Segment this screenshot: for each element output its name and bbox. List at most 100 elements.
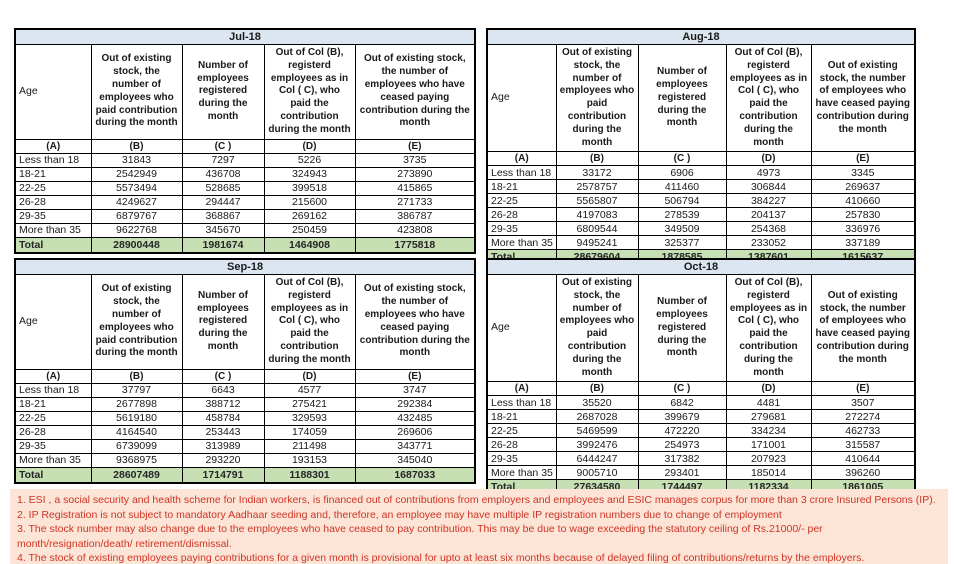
value-cell: 313989	[181, 438, 265, 454]
footnotes-block: 1. ESI , a social security and health sc…	[10, 489, 948, 564]
col-letter-b: (B)	[555, 151, 639, 167]
col-header-d: Out of Col (B), registerd employees as i…	[725, 273, 812, 383]
age-cell: Less than 18	[486, 165, 557, 181]
value-cell: 233052	[725, 235, 812, 251]
month-table-jul: Jul-18 Age Out of existing stock, the nu…	[14, 28, 477, 254]
col-letter-c: (C )	[637, 381, 727, 397]
col-letter-b: (B)	[555, 381, 639, 397]
value-cell: 458784	[181, 410, 265, 426]
total-value-e: 1775818	[354, 236, 476, 254]
total-label: Total	[14, 466, 92, 484]
value-cell: 317382	[637, 451, 727, 467]
value-cell: 324943	[263, 166, 356, 182]
value-cell: 185014	[725, 465, 812, 481]
value-cell: 6643	[181, 382, 265, 398]
col-letter-d: (D)	[263, 368, 356, 384]
value-cell: 462733	[810, 423, 916, 439]
total-value-d: 1464908	[263, 236, 356, 254]
value-cell: 293401	[637, 465, 727, 481]
col-header-d: Out of Col (B), registerd employees as i…	[263, 274, 356, 370]
col-header-e: Out of existing stock, the number of emp…	[354, 274, 476, 370]
value-cell: 31843	[90, 152, 183, 168]
table-row: More than 35 9622768 345670 250459 423808	[14, 222, 476, 238]
value-cell: 207923	[725, 451, 812, 467]
value-cell: 368867	[181, 208, 265, 224]
month-table-aug: Aug-18 Age Out of existing stock, the nu…	[486, 28, 916, 267]
value-cell: 257830	[810, 207, 916, 223]
table-row: 18-21 2677898 388712 275421 292384	[14, 396, 476, 412]
age-cell: 26-28	[14, 424, 92, 440]
value-cell: 174059	[263, 424, 356, 440]
value-cell: 336976	[810, 221, 916, 237]
value-cell: 3992476	[555, 437, 639, 453]
value-cell: 2578757	[555, 179, 639, 195]
footnote-3: 3. The stock number may also change due …	[17, 523, 823, 550]
value-cell: 2687028	[555, 409, 639, 425]
col-header-age: Age	[14, 44, 92, 140]
table-row: Less than 18 35520 6842 4481 3507	[486, 395, 916, 411]
table-title: Aug-18	[486, 28, 916, 45]
value-cell: 4973	[725, 165, 812, 181]
table-row: More than 35 9495241 325377 233052 337189	[486, 235, 916, 251]
age-cell: 29-35	[14, 438, 92, 454]
col-letter-b: (B)	[90, 368, 183, 384]
value-cell: 345670	[181, 222, 265, 238]
value-cell: 35520	[555, 395, 639, 411]
value-cell: 388712	[181, 396, 265, 412]
col-header-c: Number of employees registered during th…	[181, 44, 265, 140]
value-cell: 6906	[637, 165, 727, 181]
value-cell: 472220	[637, 423, 727, 439]
age-cell: More than 35	[486, 235, 557, 251]
col-letter-d: (D)	[263, 138, 356, 154]
total-row: Total 28900448 1981674 1464908 1775818	[14, 236, 476, 254]
footnote-1: 1. ESI , a social security and health sc…	[17, 494, 936, 506]
value-cell: 294447	[181, 194, 265, 210]
table-row: More than 35 9005710 293401 185014 396260	[486, 465, 916, 481]
col-letter-c: (C )	[181, 368, 265, 384]
col-letter-e: (E)	[354, 138, 476, 154]
value-cell: 269637	[810, 179, 916, 195]
age-cell: More than 35	[14, 452, 92, 468]
value-cell: 384227	[725, 193, 812, 209]
table-row: Less than 18 37797 6643 4577 3747	[14, 382, 476, 398]
table-title: Oct-18	[486, 258, 916, 275]
age-cell: 22-25	[486, 423, 557, 439]
table-row: 29-35 6739099 313989 211498 343771	[14, 438, 476, 454]
value-cell: 9368975	[90, 452, 183, 468]
col-header-d: Out of Col (B), registerd employees as i…	[263, 44, 356, 140]
value-cell: 9622768	[90, 222, 183, 238]
age-cell: More than 35	[486, 465, 557, 481]
age-cell: More than 35	[14, 222, 92, 238]
value-cell: 2542949	[90, 166, 183, 182]
age-cell: 26-28	[14, 194, 92, 210]
col-header-age: Age	[486, 43, 557, 153]
total-value-b: 28607489	[90, 466, 183, 484]
age-cell: 18-21	[14, 396, 92, 412]
value-cell: 343771	[354, 438, 476, 454]
value-cell: 415865	[354, 180, 476, 196]
col-letter-a: (A)	[14, 138, 92, 154]
value-cell: 254368	[725, 221, 812, 237]
value-cell: 204137	[725, 207, 812, 223]
value-cell: 33172	[555, 165, 639, 181]
month-table-sep: Sep-18 Age Out of existing stock, the nu…	[14, 258, 477, 484]
col-letter-c: (C )	[637, 151, 727, 167]
value-cell: 386787	[354, 208, 476, 224]
value-cell: 193153	[263, 452, 356, 468]
col-letter-e: (E)	[810, 151, 916, 167]
value-cell: 292384	[354, 396, 476, 412]
table-row: 26-28 4164540 253443 174059 269606	[14, 424, 476, 440]
value-cell: 6444247	[555, 451, 639, 467]
age-cell: Less than 18	[486, 395, 557, 411]
value-cell: 211498	[263, 438, 356, 454]
value-cell: 4249627	[90, 194, 183, 210]
value-cell: 337189	[810, 235, 916, 251]
col-letter-b: (B)	[90, 138, 183, 154]
table-row: More than 35 9368975 293220 193153 345040	[14, 452, 476, 468]
table-row: 22-25 5565807 506794 384227 410660	[486, 193, 916, 209]
col-header-e: Out of existing stock, the number of emp…	[810, 43, 916, 153]
col-letter-d: (D)	[725, 381, 812, 397]
col-header-c: Number of employees registered during th…	[637, 43, 727, 153]
value-cell: 5619180	[90, 410, 183, 426]
